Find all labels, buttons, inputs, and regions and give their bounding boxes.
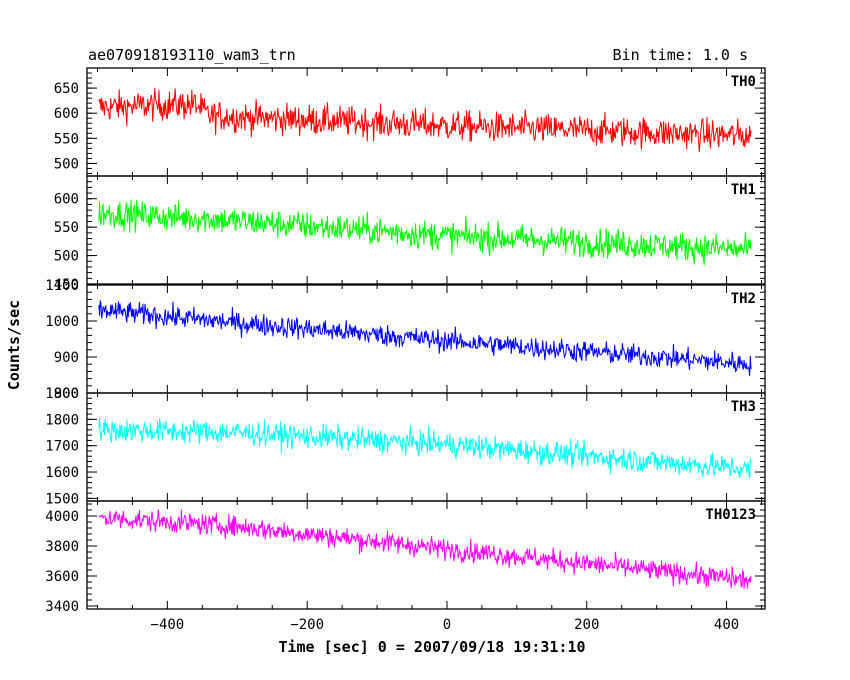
panel-frame	[86, 500, 766, 610]
x-tick-label: 0	[443, 617, 451, 633]
y-tick-label: 1800	[45, 412, 79, 428]
panel-th0123: 3400 3600 3800 4000 TH0123	[45, 500, 766, 615]
panel-th1: 450 500 550 600 TH1	[54, 175, 766, 293]
panel-label-th3: TH3	[731, 399, 756, 415]
y-tick-label: 1500	[45, 491, 79, 507]
panel-label-th1: TH1	[731, 182, 756, 198]
panel-th0: 500 550 600 650 TH0	[54, 67, 766, 177]
x-tick-label: 200	[574, 617, 599, 633]
panel-frame	[86, 392, 766, 502]
y-tick-label: 550	[54, 220, 79, 236]
y-tick-label: 3600	[45, 569, 79, 585]
y-tick-label: 600	[54, 106, 79, 122]
series-line-th2	[98, 300, 752, 377]
series-line-th0	[98, 88, 752, 152]
y-tick-label: 500	[54, 249, 79, 265]
chart-title-left: ae070918193110_wam3_trn	[88, 46, 296, 64]
y-axis-label: Counts/sec	[5, 300, 23, 390]
y-tick-label: 650	[54, 81, 79, 97]
series-line-th3	[98, 417, 752, 479]
y-tick-label: 500	[54, 156, 79, 172]
x-axis-label: Time [sec] 0 = 2007/09/18 19:31:10	[278, 638, 585, 656]
y-tick-label: 3800	[45, 539, 79, 555]
panel-label-th0123: TH0123	[705, 507, 756, 523]
panel-th3: 1500 1600 1700 1800 1900 TH3	[45, 386, 766, 507]
y-tick-label: 600	[54, 192, 79, 208]
y-tick-label: 1600	[45, 465, 79, 481]
y-tick-label: 1900	[45, 386, 79, 402]
series-line-th1	[98, 199, 752, 266]
y-tick-label: 450	[54, 277, 79, 293]
panel-frame	[86, 284, 766, 394]
panel-label-th0: TH0	[731, 74, 756, 90]
y-tick-label: 550	[54, 131, 79, 147]
panel-frame	[86, 175, 766, 285]
panels-group: 500 550 600 650 TH0 450 500 550 600 TH1 800 900 1000…	[45, 67, 766, 615]
series-line-th0123	[98, 509, 752, 589]
y-tick-label: 3400	[45, 599, 79, 615]
chart-title-right: Bin time: 1.0 s	[613, 46, 748, 64]
y-tick-label: 1100	[45, 278, 79, 294]
y-tick-label: 900	[54, 350, 79, 366]
x-tick-label: −400	[151, 617, 185, 633]
y-tick-label: 1000	[45, 314, 79, 330]
x-tick-label: −200	[290, 617, 324, 633]
y-tick-label: 1700	[45, 439, 79, 455]
x-axis: −400 −200 0 200 400	[151, 617, 740, 633]
x-tick-label: 400	[714, 617, 739, 633]
y-tick-label: 4000	[45, 509, 79, 525]
panel-label-th2: TH2	[731, 291, 756, 307]
y-tick-label: 800	[54, 386, 79, 402]
panel-th2: 800 900 1000 1100 TH2	[45, 278, 766, 402]
